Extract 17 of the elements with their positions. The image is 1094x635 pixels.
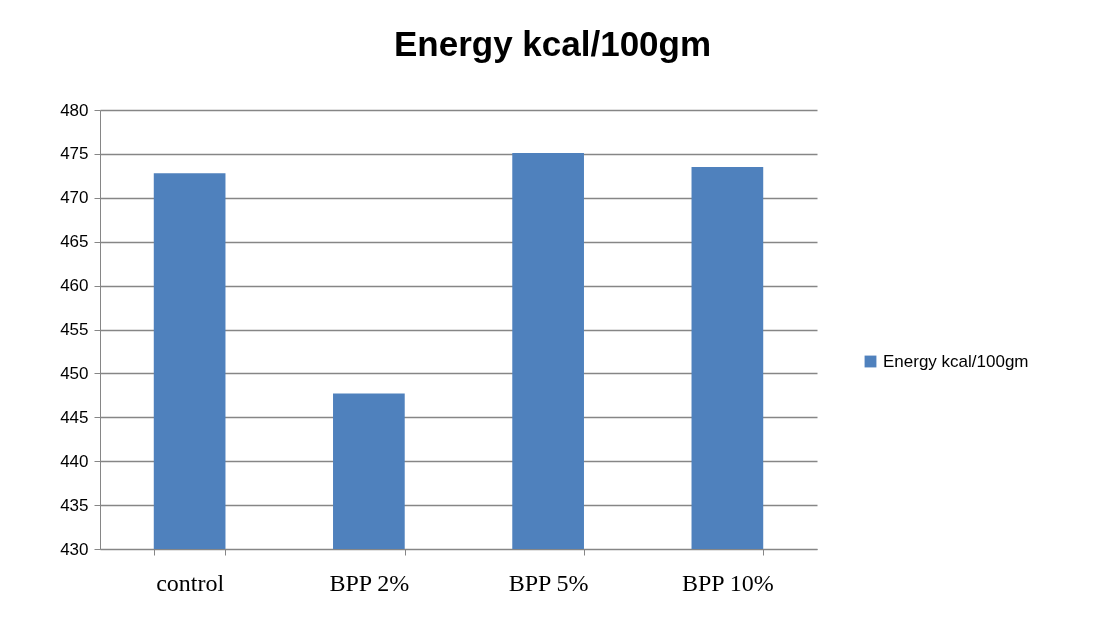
y-tick-label: 475 <box>60 144 89 164</box>
y-tick-label: 480 <box>60 100 89 120</box>
x-tick-label: BPP 5% <box>508 569 589 596</box>
y-tick-label: 460 <box>60 276 89 296</box>
x-tick-label: BPP 2% <box>329 569 410 596</box>
y-tick-label: 455 <box>60 320 89 339</box>
y-tick-label: 470 <box>60 188 89 208</box>
y-tick-label: 465 <box>60 232 89 252</box>
y-tick-label: 450 <box>60 363 89 383</box>
y-tick-label: 435 <box>60 495 89 515</box>
y-tick-label: 445 <box>60 407 89 427</box>
y-tick-label: 430 <box>60 539 89 559</box>
legend-label: Energy kcal/100gm <box>883 351 1029 371</box>
x-tick-label: control <box>156 569 225 596</box>
chart-title: Energy kcal/100gm <box>393 24 712 63</box>
y-tick-label: 440 <box>60 451 89 471</box>
x-tick-label: BPP 10% <box>681 569 774 596</box>
